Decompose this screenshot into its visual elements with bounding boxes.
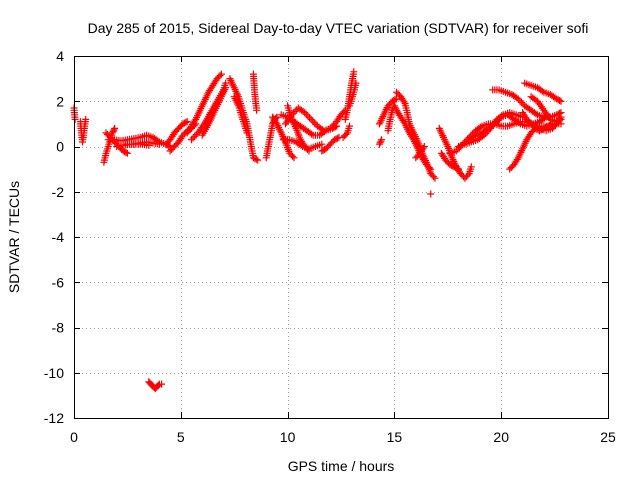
plus-markers bbox=[341, 68, 358, 123]
data-track bbox=[375, 95, 400, 128]
y-tick-label: -2 bbox=[52, 184, 65, 200]
plus-markers bbox=[249, 70, 261, 114]
plus-markers bbox=[284, 102, 313, 155]
data-track bbox=[104, 131, 174, 150]
data-track bbox=[527, 93, 565, 126]
x-tick-label: 5 bbox=[177, 429, 185, 445]
y-tick-label: -6 bbox=[52, 274, 65, 290]
plus-markers bbox=[104, 131, 174, 150]
data-track bbox=[437, 149, 462, 173]
plus-markers bbox=[375, 95, 400, 128]
axes: 0 5 10 15 20 25 -12 -10 -8 -6 -4 -2 0 2 4 bbox=[44, 48, 616, 445]
data-track bbox=[339, 122, 353, 141]
plus-markers bbox=[76, 115, 90, 146]
plus-markers bbox=[527, 93, 565, 126]
data-track bbox=[145, 378, 166, 393]
data-track bbox=[76, 115, 90, 146]
plus-markers bbox=[346, 79, 360, 110]
data-track bbox=[230, 93, 251, 137]
data-track bbox=[412, 143, 428, 162]
plus-markers bbox=[521, 79, 565, 105]
data-track bbox=[198, 84, 230, 139]
plus-markers bbox=[393, 88, 439, 182]
data-track bbox=[318, 133, 343, 155]
data-track bbox=[341, 68, 358, 123]
data-track bbox=[519, 109, 556, 135]
data-track bbox=[113, 140, 153, 150]
plus-markers bbox=[145, 378, 166, 393]
chart-title: Day 285 of 2015, Sidereal Day-to-day VTE… bbox=[88, 20, 589, 36]
x-tick-label: 15 bbox=[387, 429, 403, 445]
plus-markers bbox=[339, 122, 353, 141]
plus-markers bbox=[198, 84, 230, 139]
data-track bbox=[346, 79, 360, 110]
data-track bbox=[521, 79, 565, 105]
plus-markers bbox=[183, 70, 225, 137]
data-track bbox=[393, 88, 439, 182]
plot-frame bbox=[74, 56, 609, 419]
data-track bbox=[183, 70, 225, 137]
x-tick-label: 25 bbox=[600, 429, 616, 445]
data-points bbox=[70, 68, 565, 393]
y-tick-label: 0 bbox=[56, 139, 64, 155]
data-track bbox=[446, 115, 565, 157]
data-track bbox=[249, 70, 261, 114]
x-tick-label: 0 bbox=[70, 429, 78, 445]
data-track bbox=[162, 118, 191, 148]
plus-markers bbox=[113, 140, 153, 150]
y-axis-label: SDTVAR / TECUs bbox=[6, 181, 22, 293]
x-tick-label: 10 bbox=[280, 429, 296, 445]
data-track bbox=[284, 102, 313, 155]
y-tick-label: -10 bbox=[44, 365, 64, 381]
y-tick-label: -8 bbox=[52, 320, 65, 336]
plus-markers bbox=[412, 143, 428, 162]
plus-markers bbox=[437, 149, 462, 173]
y-tick-label: -12 bbox=[44, 410, 64, 426]
x-tick-label: 20 bbox=[493, 429, 509, 445]
data-track bbox=[375, 136, 386, 148]
plus-markers bbox=[318, 133, 343, 155]
plus-markers bbox=[230, 93, 251, 137]
plus-markers bbox=[427, 190, 435, 198]
x-axis-label: GPS time / hours bbox=[288, 458, 395, 474]
plus-markers bbox=[162, 118, 191, 148]
y-tick-label: 2 bbox=[56, 93, 64, 109]
data-track bbox=[427, 190, 435, 198]
y-tick-label: -4 bbox=[52, 229, 65, 245]
plus-markers bbox=[446, 115, 565, 157]
plus-markers bbox=[375, 136, 386, 148]
y-tick-label: 4 bbox=[56, 48, 64, 64]
plus-markers bbox=[519, 109, 556, 135]
